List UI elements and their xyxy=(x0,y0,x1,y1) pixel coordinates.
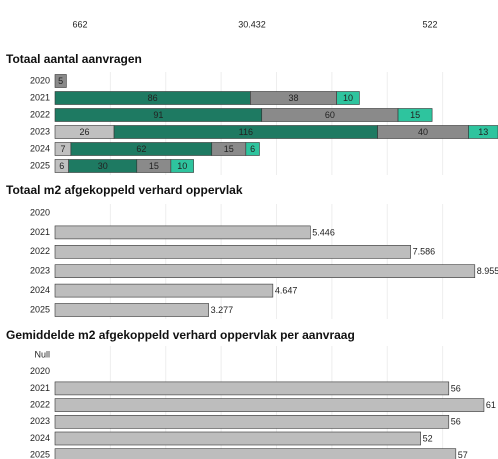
segment-label: 10 xyxy=(343,93,353,103)
bar xyxy=(54,303,209,317)
chart-title: Totaal m2 afgekoppeld verhard oppervlak xyxy=(6,183,243,197)
bar-segment xyxy=(468,125,498,139)
bar xyxy=(54,283,274,298)
y-tick-label: 2023 xyxy=(30,416,50,426)
bar xyxy=(54,448,457,459)
segment-label: 86 xyxy=(148,93,158,103)
segment-label: 7 xyxy=(60,144,65,154)
segment-label: 38 xyxy=(289,93,299,103)
segment-label: 91 xyxy=(153,110,163,120)
y-tick-label: 2023 xyxy=(30,126,50,136)
value-label: 61 xyxy=(486,400,496,410)
y-tick-label: 2024 xyxy=(30,285,50,295)
y-tick-label: 2025 xyxy=(30,304,50,314)
segment-label: 40 xyxy=(418,127,428,137)
segment-label: 13 xyxy=(478,127,488,137)
segment-label: 26 xyxy=(80,127,90,137)
y-tick-label: 2020 xyxy=(30,207,50,217)
y-tick-label: 2020 xyxy=(30,75,50,85)
y-tick-label: 2025 xyxy=(30,160,50,170)
segment-label: 6 xyxy=(250,144,255,154)
y-tick-label: Null xyxy=(34,349,50,359)
y-tick-label: 2021 xyxy=(30,383,50,393)
segment-label: 10 xyxy=(177,161,187,171)
bar xyxy=(54,431,421,446)
value-label: 4.647 xyxy=(275,285,298,295)
y-tick-label: 2021 xyxy=(30,227,50,237)
kpi-value: 30.432 xyxy=(238,19,266,29)
value-label: 56 xyxy=(451,417,461,427)
value-label: 56 xyxy=(451,383,461,393)
segment-label: 15 xyxy=(224,144,234,154)
value-label: 52 xyxy=(423,433,433,443)
segment-label: 6 xyxy=(59,161,64,171)
segment-label: 5 xyxy=(58,76,63,86)
y-tick-label: 2022 xyxy=(30,399,50,409)
bar xyxy=(54,225,311,240)
value-label: 7.586 xyxy=(413,247,436,257)
value-label: 57 xyxy=(458,450,468,459)
kpi-value: 662 xyxy=(72,19,87,29)
bar-segment xyxy=(397,108,433,122)
segment-label: 30 xyxy=(98,161,108,171)
y-tick-label: 2021 xyxy=(30,92,50,102)
bar-segment xyxy=(336,91,360,105)
value-label: 3.277 xyxy=(211,305,234,315)
y-tick-label: 2023 xyxy=(30,266,50,276)
y-tick-label: 2022 xyxy=(30,109,50,119)
bar xyxy=(54,414,450,429)
bar xyxy=(54,381,450,396)
bar-segment xyxy=(54,74,67,88)
segment-label: 62 xyxy=(136,144,146,154)
y-tick-label: 2025 xyxy=(30,450,50,459)
value-label: 5.446 xyxy=(312,227,335,237)
segment-label: 116 xyxy=(239,127,253,137)
kpi-value: 522 xyxy=(422,19,437,29)
chart-title: Gemiddelde m2 afgekoppeld verhard opperv… xyxy=(6,328,355,342)
bar xyxy=(54,245,411,259)
bar-segment xyxy=(170,159,194,173)
y-tick-label: 2022 xyxy=(30,246,50,256)
chart-title: Totaal aantal aanvragen xyxy=(6,52,142,66)
bar xyxy=(54,264,476,279)
value-label: 8.955 xyxy=(477,266,498,276)
bar-segment xyxy=(245,142,260,156)
y-tick-label: 2020 xyxy=(30,366,50,376)
segment-label: 15 xyxy=(410,110,420,120)
segment-label: 60 xyxy=(325,110,335,120)
bar xyxy=(54,398,485,412)
y-tick-label: 2024 xyxy=(30,143,50,153)
y-tick-label: 2024 xyxy=(30,433,50,443)
segment-label: 15 xyxy=(149,161,159,171)
